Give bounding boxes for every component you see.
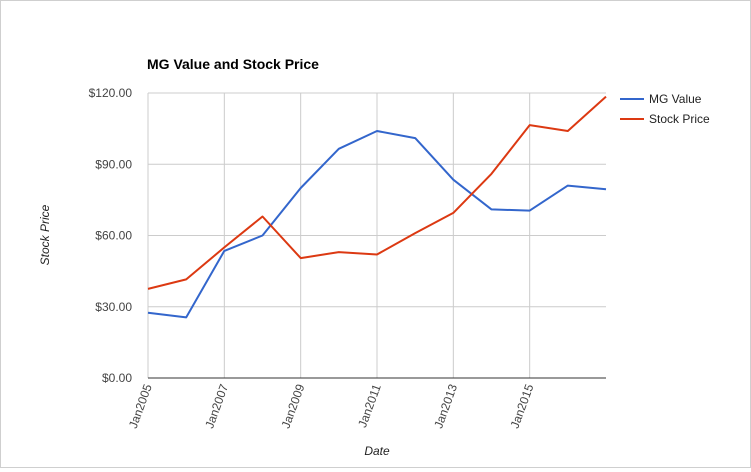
y-tick-label: $0.00: [102, 371, 132, 385]
y-tick-label: $30.00: [95, 300, 132, 314]
x-tick-label: Jan2015: [508, 382, 537, 430]
y-tick-label: $120.00: [89, 86, 133, 100]
y-axis-label: Stock Price: [38, 204, 52, 265]
legend-label: Stock Price: [649, 112, 710, 126]
series-line: [147, 130, 607, 319]
grid-layer: $0.00 $30.00 $60.00 $90.00 $120.00 Jan2005 Jan…: [89, 86, 606, 430]
series-line: [147, 95, 607, 290]
legend-entry: Stock Price: [620, 112, 710, 126]
series-layer: [147, 95, 607, 319]
x-axis-label: Date: [364, 444, 390, 458]
legend-label: MG Value: [649, 92, 702, 106]
legend-entry: MG Value: [620, 92, 702, 106]
y-tick-label: $90.00: [95, 157, 132, 171]
x-tick-label: Jan2013: [431, 382, 460, 430]
x-tick-label: Jan2005: [126, 382, 155, 430]
legend: MG Value Stock Price: [620, 92, 710, 126]
y-tick-label: $60.00: [95, 229, 132, 243]
x-tick-label: Jan2011: [355, 382, 384, 430]
x-tick-label: Jan2009: [279, 382, 308, 430]
x-tick-label: Jan2007: [202, 382, 231, 430]
chart-title: MG Value and Stock Price: [147, 56, 319, 72]
